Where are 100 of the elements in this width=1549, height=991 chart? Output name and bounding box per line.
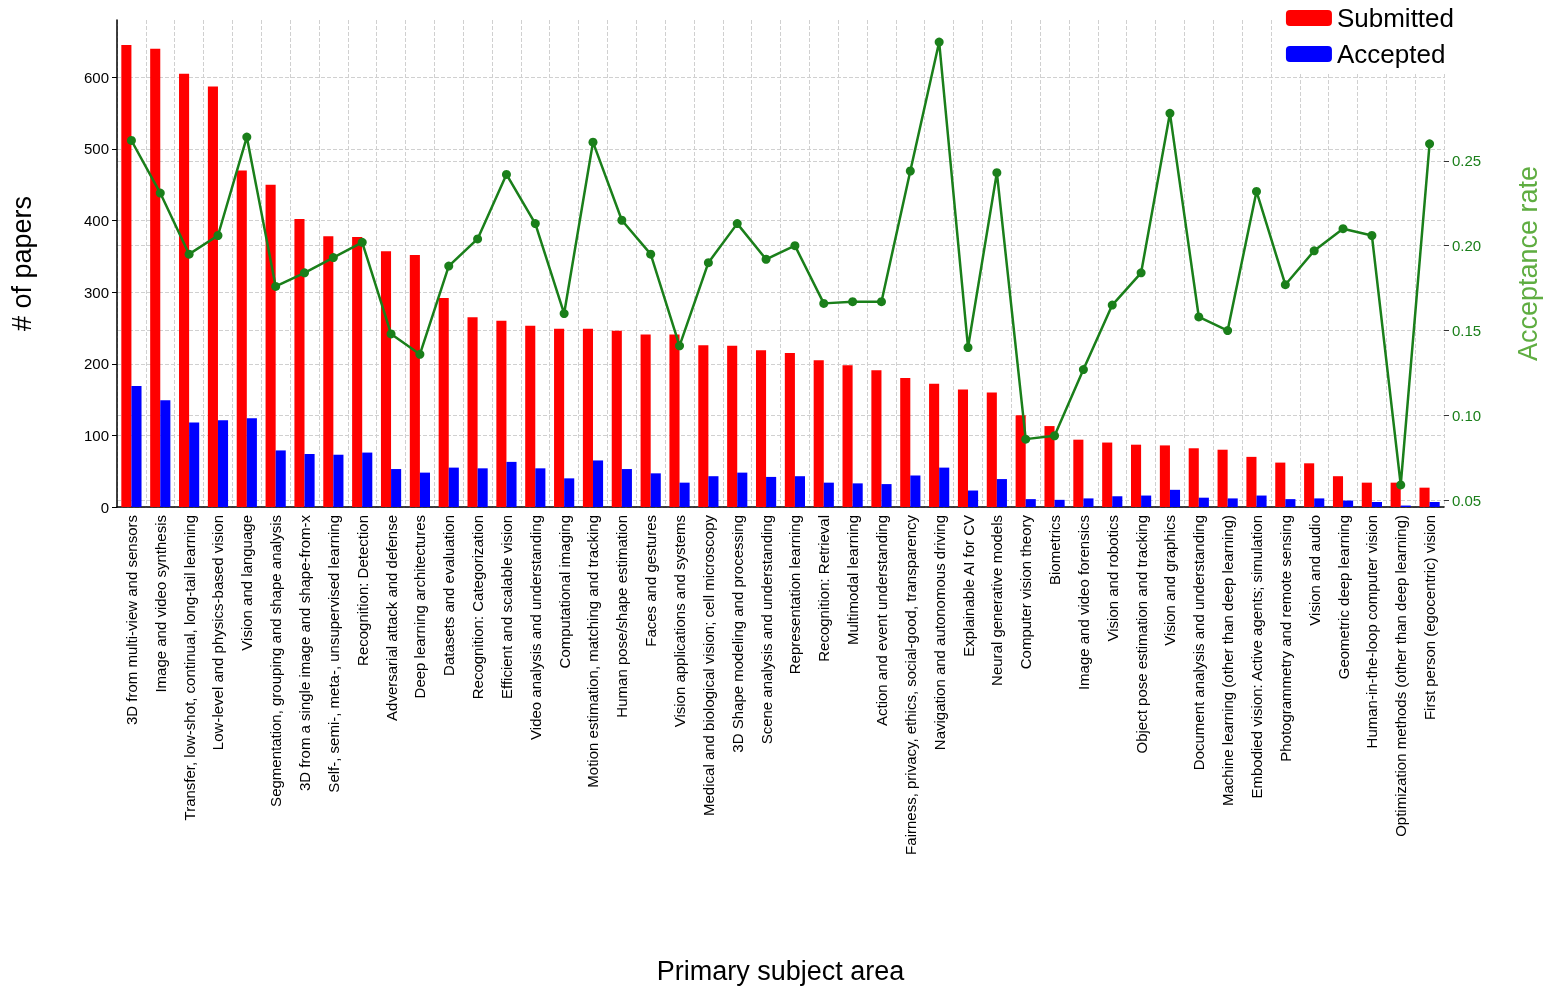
point <box>415 349 425 359</box>
point <box>934 37 944 47</box>
point <box>646 249 656 259</box>
bar <box>1217 449 1228 507</box>
point <box>1107 300 1117 310</box>
bar <box>1159 445 1170 507</box>
x-tick-label: Vision and audio <box>1305 515 1323 626</box>
point <box>1309 246 1319 256</box>
point <box>473 234 483 244</box>
point <box>1021 434 1031 444</box>
y2-tick-label: 0.05 <box>1452 491 1482 509</box>
bar <box>304 454 315 507</box>
x-tick-label: 3D from a single image and shape-from-x <box>296 514 314 791</box>
bar <box>986 392 997 507</box>
point <box>790 241 800 251</box>
bar <box>871 370 882 507</box>
x-tick-label: Vision and robotics <box>1103 515 1121 642</box>
x-tick-label: Machine learning (other than deep learning) <box>1219 515 1237 807</box>
point <box>501 169 511 179</box>
point <box>155 188 165 198</box>
point <box>1078 365 1088 375</box>
x-tick-label: Fairness, privacy, ethics, social-good, transparency <box>901 514 919 855</box>
x-tick-label: Explainable AI for CV <box>959 515 977 657</box>
bar <box>564 478 575 507</box>
bar <box>1419 487 1430 507</box>
bar <box>207 86 218 507</box>
x-tick-label: Recognition: Detection <box>353 515 371 666</box>
bar <box>650 473 661 507</box>
x-tick-label: First person (egocentric) vision <box>1421 515 1439 721</box>
bar <box>852 483 863 507</box>
bar <box>1169 489 1181 507</box>
bar <box>333 454 344 507</box>
bar <box>1371 501 1382 507</box>
bar <box>1256 495 1267 507</box>
bar <box>236 170 247 507</box>
point <box>328 253 338 263</box>
bar <box>1343 500 1354 507</box>
x-tick-label: Transfer, low-shot, continual, long-tail learning <box>180 515 198 821</box>
x-tick-label: Representation learning <box>786 515 804 675</box>
bar <box>1361 482 1372 507</box>
bar <box>554 328 565 507</box>
point <box>126 135 136 145</box>
bar <box>957 389 969 507</box>
point <box>588 137 598 147</box>
x-tick-label: Computer vision theory <box>1017 514 1035 670</box>
bar <box>1112 496 1123 507</box>
point <box>242 132 252 142</box>
x-tick-label: Computational imaging <box>555 515 573 669</box>
bar <box>352 237 363 507</box>
x-tick-label: Image and video synthesis <box>151 515 169 693</box>
bar <box>900 378 911 507</box>
bar <box>535 468 546 507</box>
bar <box>506 461 517 507</box>
bar <box>1102 442 1113 507</box>
x-tick-label: Human pose/shape estimation <box>613 515 631 718</box>
bar <box>323 236 334 507</box>
x-axis-title: Primary subject area <box>656 955 906 986</box>
point <box>1338 224 1348 234</box>
x-tick-label: Low-level and physics-based vision <box>209 515 227 751</box>
point <box>1050 431 1060 441</box>
bar <box>1332 476 1344 507</box>
bar <box>1015 415 1026 507</box>
x-tick-label: Adversarial attack and defense <box>382 515 400 721</box>
bar <box>1246 456 1257 507</box>
bar <box>1141 495 1152 507</box>
bar <box>669 334 680 507</box>
point <box>992 168 1002 178</box>
point <box>1280 280 1290 290</box>
point <box>213 231 223 240</box>
bar <box>910 475 921 507</box>
point <box>1223 326 1233 336</box>
x-tick-label: Navigation and autonomous driving <box>930 515 948 751</box>
bar <box>160 400 171 507</box>
bar <box>1054 499 1065 507</box>
point <box>732 219 742 229</box>
y-tick-label: 400 <box>83 212 109 230</box>
y2-tick-label: 0.15 <box>1452 322 1482 340</box>
point <box>386 329 396 339</box>
bar <box>246 418 257 507</box>
x-tick-label: Optimization methods (other than deep learning) <box>1392 515 1410 837</box>
point <box>1165 108 1175 118</box>
x-tick-label: Neural generative models <box>988 515 1006 686</box>
y-tick-label: 300 <box>83 283 109 301</box>
x-tick-label: Efficient and scalable vision <box>497 515 515 699</box>
legend-label: Accepted <box>1336 39 1446 69</box>
point <box>444 261 454 271</box>
point <box>617 215 627 225</box>
bar <box>477 468 488 507</box>
bar <box>939 467 950 507</box>
bar <box>380 251 392 507</box>
x-tick-label: Vision and graphics <box>1161 515 1179 646</box>
point <box>1425 139 1435 149</box>
bar <box>467 317 478 507</box>
bar <box>737 472 748 507</box>
point <box>1194 312 1204 322</box>
bar <box>1073 439 1084 507</box>
bar <box>698 345 709 507</box>
bar <box>525 325 536 507</box>
x-tick-label: Medical and biological vision; cell microscopy <box>699 514 717 816</box>
x-tick-label: Biometrics <box>1046 515 1064 586</box>
